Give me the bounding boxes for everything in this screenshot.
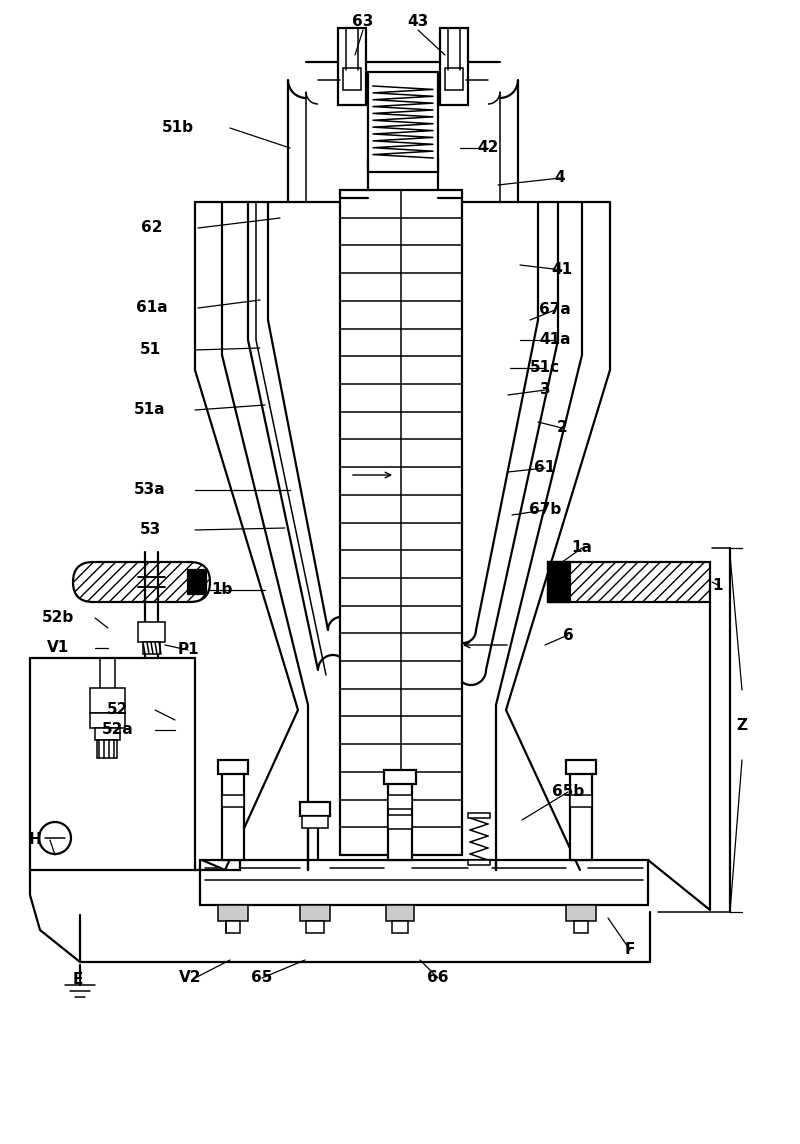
Text: 2: 2 [557, 421, 567, 436]
Text: 52a: 52a [102, 723, 134, 738]
Text: 65: 65 [251, 970, 273, 985]
Bar [90, 713, 125, 728]
Bar [200, 860, 648, 905]
Text: 51a: 51a [134, 403, 166, 418]
Bar [548, 562, 570, 602]
Bar [388, 795, 412, 809]
Text: 3: 3 [540, 382, 550, 397]
Text: 43: 43 [407, 15, 429, 30]
Text: 51: 51 [139, 342, 161, 357]
Text: 52b: 52b [42, 611, 74, 626]
Bar [468, 860, 490, 865]
Bar [440, 27, 468, 105]
Text: 53a: 53a [134, 483, 166, 498]
Bar [138, 622, 165, 642]
Text: 66: 66 [427, 970, 449, 985]
Bar [218, 905, 248, 921]
Bar [338, 27, 366, 105]
Text: Z: Z [737, 717, 747, 732]
Bar [306, 921, 324, 934]
Text: 52: 52 [107, 702, 129, 717]
Bar [574, 921, 588, 934]
Bar [548, 562, 710, 602]
Text: 1: 1 [713, 578, 723, 593]
Bar [384, 770, 416, 784]
Text: 4: 4 [554, 170, 566, 185]
Bar [340, 190, 462, 855]
Bar [143, 642, 160, 654]
Bar [386, 905, 414, 921]
Text: 65b: 65b [552, 785, 584, 800]
Text: 42: 42 [478, 141, 498, 156]
Text: 41a: 41a [539, 333, 570, 348]
Bar [226, 921, 240, 934]
Bar [566, 905, 596, 921]
Bar [566, 760, 596, 774]
Bar [570, 770, 592, 860]
Bar [392, 921, 408, 934]
Bar [343, 67, 361, 90]
Bar [300, 905, 330, 921]
Text: E: E [73, 972, 83, 987]
Bar [570, 795, 592, 807]
Bar [368, 72, 438, 172]
Bar [222, 770, 244, 860]
Bar [222, 795, 244, 807]
Bar [388, 815, 412, 829]
Bar [188, 570, 206, 594]
Bar [90, 688, 125, 713]
Text: V2: V2 [178, 970, 202, 985]
FancyBboxPatch shape [73, 562, 210, 602]
Text: 61: 61 [534, 461, 556, 476]
Bar [300, 802, 330, 816]
Bar [445, 67, 463, 90]
Text: 1a: 1a [571, 540, 593, 556]
Text: 53: 53 [139, 523, 161, 538]
Text: 51b: 51b [162, 120, 194, 135]
Text: V1: V1 [47, 641, 69, 656]
Text: 67b: 67b [529, 502, 561, 517]
Bar [97, 740, 117, 758]
Text: 63: 63 [352, 15, 374, 30]
Text: P1: P1 [177, 643, 199, 658]
Bar [30, 658, 195, 869]
Bar [302, 816, 328, 828]
Text: 51c: 51c [530, 360, 560, 375]
Text: 62: 62 [142, 221, 162, 236]
Bar [468, 813, 490, 818]
Text: H: H [29, 833, 42, 848]
Bar [95, 728, 120, 740]
Text: F: F [625, 943, 635, 958]
Text: 67a: 67a [539, 302, 571, 318]
Text: 41: 41 [551, 262, 573, 278]
Text: 6: 6 [562, 628, 574, 643]
Bar [218, 760, 248, 774]
Text: 1b: 1b [211, 582, 233, 597]
Bar [388, 780, 412, 860]
Text: 61a: 61a [136, 301, 168, 316]
